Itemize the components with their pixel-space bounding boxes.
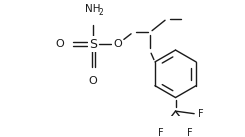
Text: O: O bbox=[56, 39, 64, 49]
Text: O: O bbox=[113, 39, 122, 49]
Text: F: F bbox=[187, 128, 193, 137]
Text: F: F bbox=[158, 128, 164, 137]
Text: NH: NH bbox=[86, 4, 101, 14]
Text: S: S bbox=[89, 38, 97, 51]
Text: 2: 2 bbox=[98, 8, 103, 17]
Text: F: F bbox=[197, 109, 203, 119]
Text: O: O bbox=[89, 75, 98, 85]
